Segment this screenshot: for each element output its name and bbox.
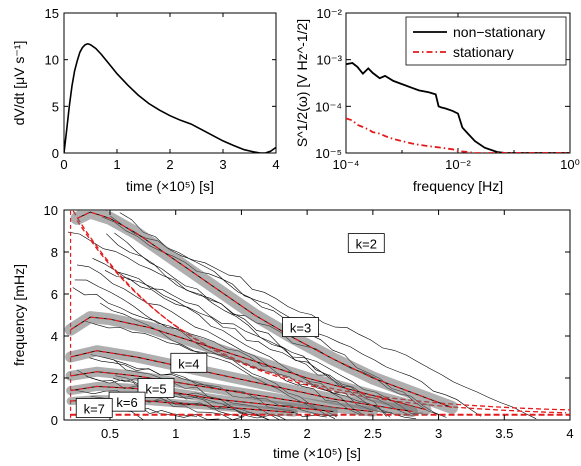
- panel-spectrum-xlabel: frequency [Hz]: [413, 178, 503, 194]
- x-tick-label: 4: [566, 426, 573, 441]
- legend-box: [405, 16, 567, 66]
- series-stationary-line: [346, 117, 570, 153]
- mode-label-box: [282, 317, 319, 338]
- mode-label: k=2: [347, 233, 385, 254]
- y-tick-label: 10⁻³: [316, 53, 342, 68]
- x-tick-label: 1: [172, 426, 179, 441]
- x-tick-label: 1: [113, 157, 120, 172]
- mode-label-text: k=2: [356, 237, 377, 252]
- mode-label-text: k=6: [116, 395, 137, 410]
- mode-label: k=6: [108, 391, 146, 412]
- y-tick-label: 0: [51, 413, 58, 428]
- y-tick-label: 8: [51, 245, 58, 260]
- panel-dvdt-xlabel: time (×10⁵) [s]: [126, 178, 214, 194]
- series-non-stationary-line: [346, 62, 570, 153]
- model-boundary-curve: [72, 210, 567, 414]
- y-tick-label: 15: [45, 6, 59, 21]
- y-tick-label: 4: [51, 329, 58, 344]
- x-tick-label: 10⁻²: [445, 157, 471, 172]
- contour-line: [76, 264, 362, 416]
- mode-label-box: [170, 352, 208, 373]
- mode-label-box: [137, 378, 175, 398]
- x-tick-label: 3: [435, 426, 442, 441]
- panel-spectrogram-ticks: 0.5 1 1.5 2 2.5 3 3.5 4 0 2 4 6 8 10: [44, 203, 574, 441]
- y-tick-label: 10⁻⁴: [315, 99, 342, 114]
- y-tick-label: 10: [44, 203, 58, 218]
- mode-label: k=4: [170, 352, 208, 373]
- x-tick-label: 0: [60, 157, 67, 172]
- mode-label: k=7: [75, 398, 113, 418]
- mode-labels: k=2 k=3 k=4 k=5 k=6 k=7: [75, 233, 385, 418]
- y-tick-label: 5: [52, 99, 59, 114]
- x-tick-label: 1.5: [232, 426, 250, 441]
- x-tick-label: 2: [166, 157, 173, 172]
- x-tick-label: 0.5: [101, 426, 119, 441]
- legend-label-non-stationary: non−stationary: [453, 24, 545, 40]
- y-tick-label: 2: [51, 371, 58, 386]
- mode-model-curve: [70, 350, 413, 413]
- x-tick-label: 2: [304, 426, 311, 441]
- panel-dvdt: 0 1 2 3 4 0 5 10 15 time (×10⁵) [s] dV/dt [μV s⁻…: [11, 6, 280, 194]
- panel-dvdt-frame: [63, 12, 277, 154]
- y-tick-label: 10⁻²: [316, 6, 342, 21]
- panel-spectrum-ylabel: S^1/2(ω) [V Hz^-1/2]: [294, 19, 310, 147]
- mode-model-curve: [76, 211, 452, 408]
- x-tick-label: 10⁰: [560, 157, 580, 172]
- x-tick-label: 3: [219, 157, 226, 172]
- mode-label-text: k=4: [178, 356, 199, 371]
- x-tick-label: 3.5: [495, 426, 513, 441]
- mode-label-box: [75, 398, 113, 418]
- mode-model-curve: [70, 371, 373, 413]
- y-tick-label: 10: [45, 53, 59, 68]
- x-tick-label: 4: [272, 157, 279, 172]
- y-tick-label: 0: [52, 146, 59, 161]
- panel-spectrogram-ylabel: frequency [mHz]: [11, 264, 27, 366]
- mode-label: k=3: [282, 317, 319, 338]
- mode-label-box: [347, 233, 385, 254]
- x-tick-label: 10⁻⁴: [333, 157, 360, 172]
- mode-label-text: k=3: [290, 321, 311, 336]
- contour-line: [110, 215, 537, 420]
- panel-spectrogram-xlabel: time (×10⁵) [s]: [273, 445, 361, 461]
- x-tick-label: 2.5: [364, 426, 382, 441]
- dvdt-curve: [64, 42, 276, 153]
- mode-label-text: k=5: [145, 382, 166, 397]
- mode-label: k=5: [137, 378, 175, 398]
- mode-model-curve: [70, 316, 426, 411]
- y-tick-label: 6: [51, 287, 58, 302]
- panel-dvdt-ylabel: dV/dt [μV s⁻¹]: [11, 41, 27, 126]
- legend-label-stationary: stationary: [453, 44, 514, 60]
- mode-label-text: k=7: [84, 401, 105, 416]
- spectrum-legend: non−stationary stationary: [405, 16, 567, 66]
- y-tick-label: 10⁻⁵: [315, 146, 342, 161]
- mode-model-curve: [70, 385, 334, 413]
- panel-dvdt-ticks: 0 1 2 3 4 0 5 10 15: [45, 6, 280, 172]
